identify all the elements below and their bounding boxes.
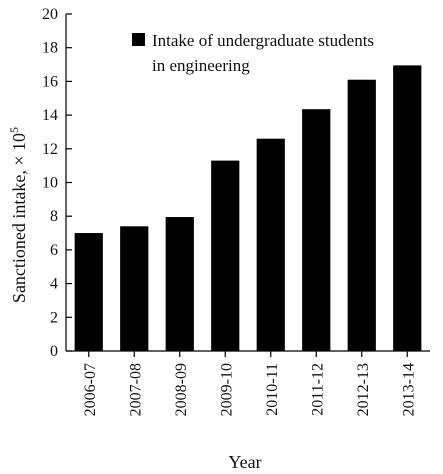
bar-2010-11 xyxy=(256,138,285,351)
y-tick-label: 12 xyxy=(42,141,58,158)
y-tick-label: 18 xyxy=(42,40,58,57)
x-tick-label: 2011-12 xyxy=(309,363,326,416)
x-tick-label: 2006-07 xyxy=(82,363,99,416)
bar-2009-10 xyxy=(211,160,240,351)
y-tick-label: 14 xyxy=(42,107,58,124)
y-tick-label: 2 xyxy=(50,309,58,326)
y-tick-label: 4 xyxy=(50,276,58,293)
legend: Intake of undergraduate students in engi… xyxy=(132,31,374,75)
y-tick-label: 10 xyxy=(42,175,58,192)
x-tick-label: 2013-14 xyxy=(400,363,417,416)
y-tick-label: 6 xyxy=(50,242,58,259)
x-tick-label: 2012-13 xyxy=(355,363,372,416)
legend-text-line-1: Intake of undergraduate students xyxy=(152,31,374,50)
legend-swatch xyxy=(132,33,145,46)
y-axis-label-main: Sanctioned intake, xyxy=(9,166,29,303)
y-tick-label: 8 xyxy=(50,208,58,225)
x-tick-label: 2009-10 xyxy=(218,363,235,416)
bar-2007-08 xyxy=(120,226,149,351)
y-tick-label: 0 xyxy=(50,343,58,360)
y-tick-label: 20 xyxy=(42,6,58,23)
x-tick-label: 2008-09 xyxy=(173,363,190,416)
x-axis-label: Year xyxy=(228,452,261,472)
bar-2011-12 xyxy=(302,109,331,351)
bar-2013-14 xyxy=(393,65,422,351)
y-tick-label: 16 xyxy=(42,73,58,90)
bar-2008-09 xyxy=(165,217,194,351)
x-tick-label: 2007-08 xyxy=(127,363,144,416)
legend-text-line-2: in engineering xyxy=(152,56,250,75)
bar-2006-07 xyxy=(74,233,103,351)
plot-area: 0 2 4 6 8 10 12 14 16 18 20 2006-07 2007-08 2008-09 20… xyxy=(42,6,430,416)
x-tick-label: 2010-11 xyxy=(264,363,281,416)
y-axis-label: Sanctioned intake, × 105 xyxy=(7,127,29,303)
y-axis-label-exponent: 5 xyxy=(7,127,21,133)
y-axis-label-multiplier: × 10 xyxy=(9,133,29,166)
bar-2012-13 xyxy=(347,79,376,351)
